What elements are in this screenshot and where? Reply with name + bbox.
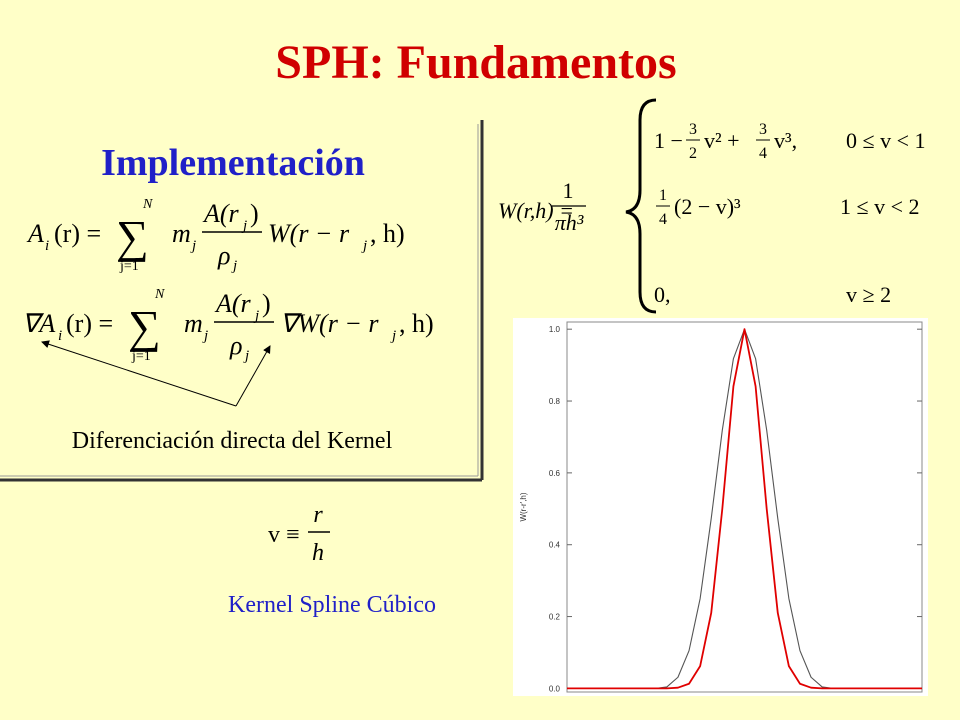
y-tick-label: 0.4 xyxy=(549,541,561,550)
caption: Diferenciación directa del Kernel xyxy=(72,428,393,454)
eq-token: v² + xyxy=(704,128,740,153)
arrow xyxy=(41,340,237,407)
eq-token: , h) xyxy=(399,309,434,338)
eq-token: ∑ xyxy=(128,301,161,352)
eq-token: (r) = xyxy=(54,219,101,248)
eq-token: W(r,h) = xyxy=(498,198,574,223)
eq-token: j xyxy=(241,218,247,234)
y-axis-label: W(r-r',h) xyxy=(519,492,528,521)
series-line xyxy=(567,328,922,690)
eq-token: i xyxy=(58,328,62,344)
eq-token: ∑ xyxy=(116,211,149,262)
eq-token: (r) = xyxy=(66,309,113,338)
eq-token: j xyxy=(243,348,249,364)
eq-token: j xyxy=(202,328,208,344)
eq-token: πh³ xyxy=(555,210,584,235)
eq-token: 3 xyxy=(759,121,767,138)
eq-token: v³, xyxy=(774,128,797,153)
eq-token: m xyxy=(184,309,203,338)
chart-background xyxy=(513,318,928,696)
eq-token: (2 − v)³ xyxy=(674,194,741,219)
eq-token: j xyxy=(253,308,259,324)
eq-token: r xyxy=(313,502,323,528)
heading: Implementación xyxy=(101,142,365,184)
eq-token: 1 − xyxy=(654,128,683,153)
eq-token: 0, xyxy=(654,282,671,307)
eq-token: ∇W(r − r xyxy=(280,309,379,338)
eq-token: v ≥ 2 xyxy=(846,282,891,307)
y-tick-label: 0.6 xyxy=(549,469,561,478)
eq-token: N xyxy=(154,287,165,302)
eq-token: 1 ≤ v < 2 xyxy=(840,194,919,219)
y-tick-label: 1.0 xyxy=(549,325,561,334)
eq-token: W(r − r xyxy=(268,219,350,248)
eq-token: A(r xyxy=(214,289,252,318)
eq-token: A(r xyxy=(202,199,240,228)
eq-token: i xyxy=(45,238,49,254)
y-tick-label: 0.2 xyxy=(549,613,561,622)
kernel-equation: W(r,h) = 1 πh³ 1 − 3 2 v² + 3 4 v³, 0 ≤ … xyxy=(498,98,925,314)
eq-token: A xyxy=(26,219,44,248)
title: SPH: Fundamentos xyxy=(275,36,676,89)
eq-token: 2 xyxy=(689,145,697,162)
eq-token: ) xyxy=(250,199,259,228)
eq-token: N xyxy=(142,197,153,212)
eq-token: , h) xyxy=(370,219,405,248)
eq-token: ∇A xyxy=(22,309,55,338)
eq-token: ) xyxy=(262,289,271,318)
eq-token: v ≡ xyxy=(268,522,300,548)
eq-token: j=1 xyxy=(131,349,151,364)
kernel-label: Kernel Spline Cúbico xyxy=(228,592,436,618)
brace xyxy=(625,98,657,314)
eq-token: 1 xyxy=(659,187,667,204)
y-tick-label: 0.8 xyxy=(549,397,561,406)
eq-token: 4 xyxy=(659,211,667,228)
arrow xyxy=(235,345,271,407)
eq-token: h xyxy=(312,540,324,566)
eq-token: m xyxy=(172,219,191,248)
plot-frame xyxy=(566,321,923,693)
eq-token: 4 xyxy=(759,145,767,162)
eq-token: 1 xyxy=(563,178,574,203)
eq-token: 3 xyxy=(689,121,697,138)
equation: A i (r) = ∑ N j=1 m j A(r j ) ρ j W(r − … xyxy=(26,197,405,274)
eq-token: 0 ≤ v < 1 xyxy=(846,128,925,153)
eq-token: j xyxy=(390,328,396,344)
eq-token: j=1 xyxy=(119,259,139,274)
eq-token: j xyxy=(190,238,196,254)
eq-token: ρ xyxy=(217,241,230,270)
eq-token: j xyxy=(231,258,237,274)
eq-token: ρ xyxy=(229,331,242,360)
y-tick-label: 0.0 xyxy=(549,684,561,693)
equation: ∇A i (r) = ∑ N j=1 m j A(r j ) ρ j ∇W(r … xyxy=(22,287,434,364)
eq-token: j xyxy=(361,238,367,254)
plot: 0.0 0.2 0.4 0.6 0.8 1.0 xyxy=(549,325,922,693)
